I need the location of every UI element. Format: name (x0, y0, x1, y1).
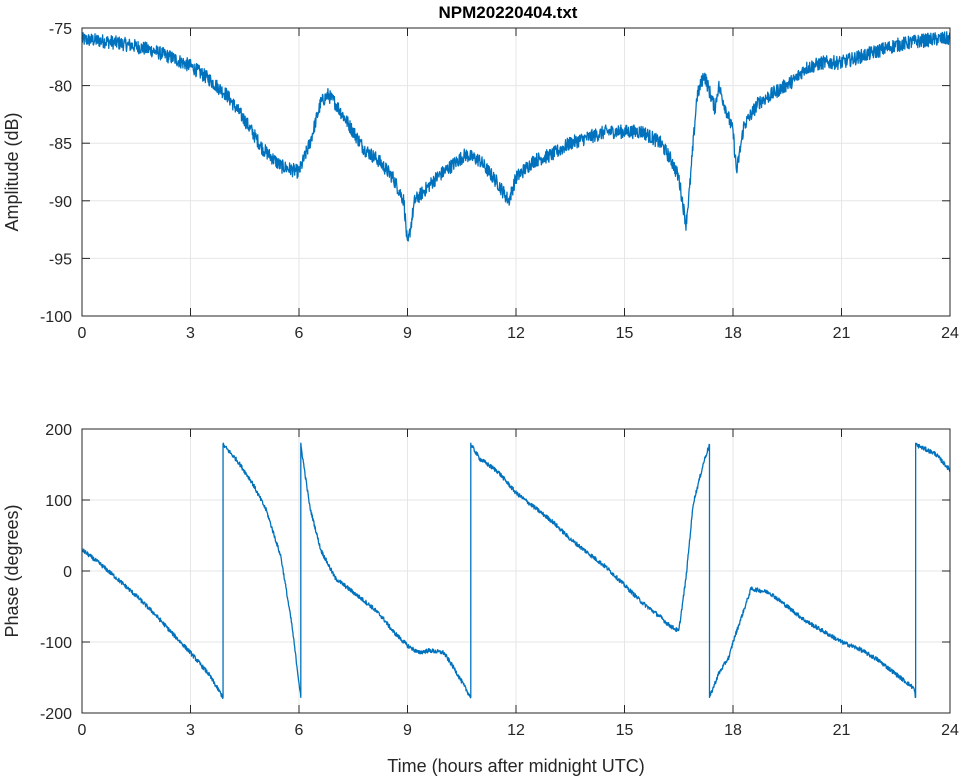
phase-axes: 0 3 6 9 12 15 18 21 24 200 100 0 -100 -200 Phase (degr… (2, 422, 959, 776)
amplitude-y-tick-label: -100 (40, 309, 72, 326)
amplitude-y-tick-label: -90 (49, 194, 72, 211)
phase-y-axis-label: Phase (degrees) (2, 504, 22, 637)
amplitude-series-line (81, 31, 951, 242)
phase-x-tick-label: 24 (941, 722, 959, 739)
phase-x-tick-label: 6 (295, 722, 304, 739)
phase-x-tick-label: 21 (833, 722, 851, 739)
phase-y-tick-label: 100 (45, 493, 72, 510)
amplitude-x-tick-label: 9 (403, 325, 412, 342)
phase-x-tick-label: 15 (616, 722, 634, 739)
phase-series-line (81, 442, 951, 700)
amplitude-y-tick-label: -85 (49, 136, 72, 153)
phase-x-tick-label: 9 (403, 722, 412, 739)
phase-y-tick-label: -100 (40, 635, 72, 652)
phase-x-tick-label: 3 (186, 722, 195, 739)
amplitude-y-tick-label: -80 (49, 79, 72, 96)
phase-y-tick-label: 0 (63, 564, 72, 581)
amplitude-x-tick-label: 15 (616, 325, 634, 342)
phase-y-tick-label: 200 (45, 422, 72, 439)
amplitude-x-tick-label: 0 (78, 325, 87, 342)
amplitude-x-tick-label: 21 (833, 325, 851, 342)
phase-x-axis-label: Time (hours after midnight UTC) (387, 756, 644, 776)
figure-title: NPM20220404.txt (439, 3, 578, 22)
amplitude-y-tick-label: -95 (49, 251, 72, 268)
amplitude-y-axis-label: Amplitude (dB) (2, 112, 22, 231)
amplitude-y-tick-label: -75 (49, 21, 72, 38)
amplitude-axes: 0 3 6 9 12 15 18 21 24 -75 -80 -85 -90 -95 -100 Amplitu… (2, 21, 959, 342)
phase-x-tick-label: 0 (78, 722, 87, 739)
amplitude-x-tick-label: 24 (941, 325, 959, 342)
amplitude-x-tick-label: 12 (507, 325, 525, 342)
amplitude-x-tick-label: 18 (724, 325, 742, 342)
amplitude-x-tick-label: 6 (295, 325, 304, 342)
amplitude-x-tick-label: 3 (186, 325, 195, 342)
phase-x-tick-label: 18 (724, 722, 742, 739)
phase-y-tick-label: -200 (40, 706, 72, 723)
phase-x-tick-label: 12 (507, 722, 525, 739)
